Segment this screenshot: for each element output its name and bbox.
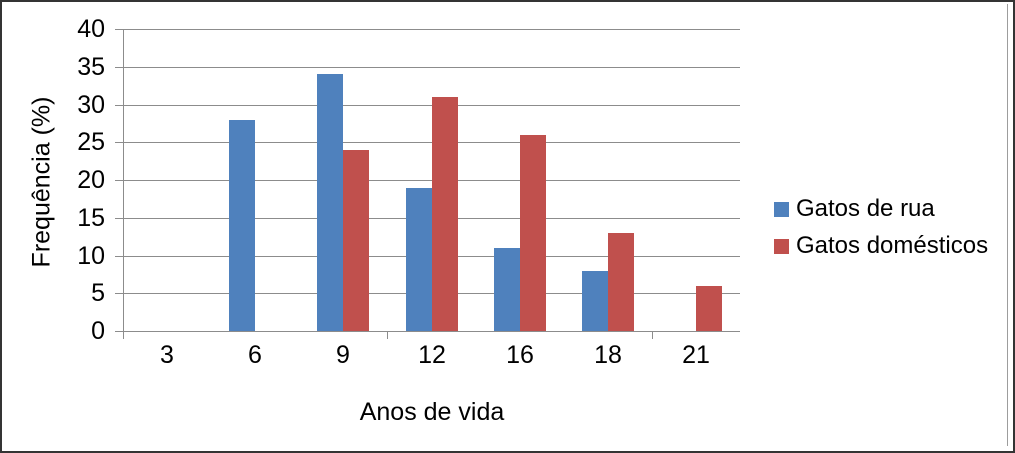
bar-series0-cat9 xyxy=(317,74,343,331)
bar-series0-cat12 xyxy=(406,188,432,331)
bar-series1-cat18 xyxy=(608,233,634,331)
x-axis-title: Anos de vida xyxy=(359,398,505,426)
x-tick-label: 16 xyxy=(506,341,534,369)
y-tick-label: 20 xyxy=(77,166,105,194)
bar-series1-cat9 xyxy=(343,150,369,331)
gridline xyxy=(123,29,740,30)
x-tick-mark xyxy=(387,331,388,339)
gridline xyxy=(123,180,740,181)
gridline xyxy=(123,105,740,106)
bar-series0-cat16 xyxy=(494,248,520,331)
bar-series1-cat21 xyxy=(696,286,722,331)
x-tick-label: 9 xyxy=(336,341,350,369)
x-axis-line xyxy=(115,331,740,332)
legend-label: Gatos domésticos xyxy=(796,232,989,259)
y-tick-mark xyxy=(115,142,123,143)
y-tick-label: 15 xyxy=(77,204,105,232)
legend-swatch-icon xyxy=(774,238,789,254)
gridline xyxy=(123,67,740,68)
x-tick-label: 6 xyxy=(248,341,262,369)
chart-edge-line xyxy=(1007,4,1008,446)
legend-swatch-icon xyxy=(774,201,789,217)
x-tick-label: 3 xyxy=(160,341,174,369)
x-tick-label: 18 xyxy=(594,341,622,369)
y-axis-line xyxy=(123,29,124,339)
y-tick-label: 40 xyxy=(77,15,105,43)
y-tick-label: 0 xyxy=(91,317,105,345)
y-tick-label: 10 xyxy=(77,242,105,270)
bar-series1-cat16 xyxy=(520,135,546,331)
x-tick-label: 12 xyxy=(418,341,446,369)
y-tick-mark xyxy=(115,256,123,257)
legend-item-0: Gatos de rua xyxy=(774,195,935,222)
y-tick-mark xyxy=(115,29,123,30)
x-tick-label: 21 xyxy=(682,341,710,369)
y-tick-label: 5 xyxy=(91,279,105,307)
legend-label: Gatos de rua xyxy=(796,195,935,222)
bar-series0-cat18 xyxy=(582,271,608,331)
gridline xyxy=(123,142,740,143)
y-tick-label: 30 xyxy=(77,91,105,119)
legend-item-1: Gatos domésticos xyxy=(774,232,989,259)
bar-series1-cat12 xyxy=(432,97,458,331)
y-tick-mark xyxy=(115,293,123,294)
bar-series0-cat6 xyxy=(229,120,255,331)
y-tick-label: 35 xyxy=(77,53,105,81)
y-tick-mark xyxy=(115,67,123,68)
y-tick-mark xyxy=(115,105,123,106)
x-tick-mark xyxy=(652,331,653,339)
y-tick-label: 25 xyxy=(77,128,105,156)
y-tick-mark xyxy=(115,218,123,219)
y-tick-mark xyxy=(115,180,123,181)
x-tick-mark xyxy=(123,331,124,339)
